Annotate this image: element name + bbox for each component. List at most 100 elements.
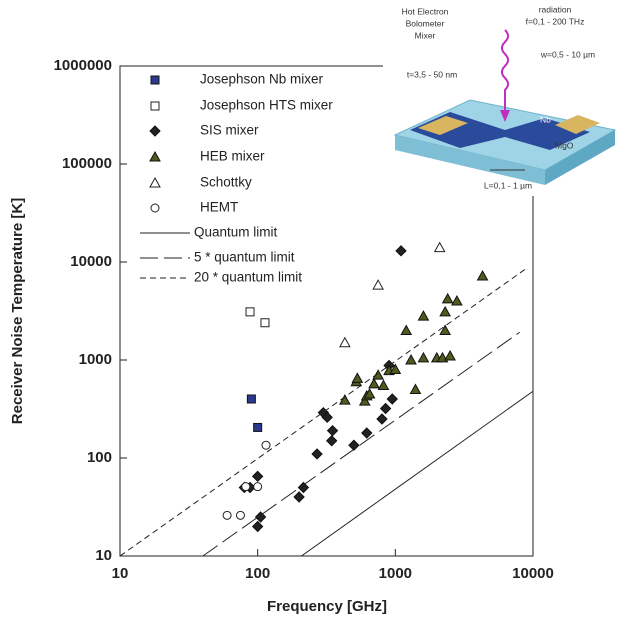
- marker-diamond: [348, 439, 360, 451]
- inset-substrate: MgO: [555, 140, 574, 150]
- marker-circle: [253, 482, 263, 492]
- legend-label: Schottky: [200, 175, 252, 190]
- radiation-arrow: [501, 29, 509, 110]
- marker-triangle: [417, 351, 430, 363]
- legend-label: SIS mixer: [200, 123, 259, 138]
- marker-diamond: [379, 402, 392, 415]
- x-tick-label: 10000: [512, 565, 554, 582]
- legend-label: Josephson HTS mixer: [200, 98, 333, 113]
- marker-diamond: [325, 435, 338, 447]
- marker-square: [260, 318, 270, 328]
- legend-entry: Josephson Nb mixer: [150, 72, 324, 87]
- marker-triangle: [439, 324, 451, 335]
- substrate-front: [545, 130, 615, 185]
- legend-entry: 20 * quantum limit: [140, 270, 302, 285]
- arrow-head: [500, 110, 510, 122]
- marker-triangle: [405, 353, 417, 365]
- marker-triangle: [441, 292, 454, 304]
- legend-label: 20 * quantum limit: [194, 270, 302, 285]
- marker-triangle: [372, 279, 384, 290]
- marker-triangle: [433, 241, 446, 253]
- marker-diamond: [326, 424, 339, 437]
- x-axis-label: Frequency [GHz]: [267, 598, 387, 615]
- reference-line: [202, 331, 520, 557]
- legend-label: HEB mixer: [200, 149, 265, 164]
- marker-triangle: [389, 363, 402, 374]
- marker-triangle: [363, 387, 376, 399]
- legend-entry: HEMT: [150, 200, 238, 215]
- inset-title: Mixer: [415, 30, 436, 40]
- marker-square: [253, 422, 263, 432]
- legend-entry: Schottky: [149, 175, 252, 190]
- marker-triangle: [372, 369, 384, 380]
- marker-triangle: [409, 383, 422, 395]
- marker-triangle: [149, 150, 161, 162]
- inset-film: Nb: [540, 114, 551, 124]
- legend-entry: Quantum limit: [140, 225, 278, 240]
- marker-diamond: [149, 125, 161, 137]
- marker-triangle: [351, 372, 364, 383]
- marker-diamond: [395, 245, 407, 257]
- marker-triangle: [149, 176, 161, 188]
- y-tick-label: 10: [95, 547, 112, 564]
- legend-label: 5 * quantum limit: [194, 250, 295, 265]
- marker-diamond: [251, 520, 264, 533]
- y-tick-label: 10000: [70, 253, 112, 270]
- y-tick-label: 1000: [79, 351, 112, 368]
- y-tick-label: 1000000: [54, 57, 112, 74]
- legend-entry: Josephson HTS mixer: [150, 98, 333, 113]
- inset-radiation: f=0,1 - 200 THz: [526, 16, 585, 26]
- inset-width: w=0,5 - 10 µm: [540, 49, 595, 59]
- marker-circle: [241, 482, 251, 492]
- inset-thickness: t=3,5 - 50 nm: [407, 69, 457, 79]
- inset-title: Bolometer: [406, 18, 445, 28]
- plot-marks: 10 100 1000 10000 10 100 1000 10000 100000 100000…: [54, 57, 554, 582]
- marker-triangle: [400, 324, 413, 335]
- x-tick-label: 1000: [379, 565, 412, 582]
- marker-triangle: [439, 305, 451, 317]
- marker-diamond: [321, 411, 333, 424]
- marker-triangle: [339, 336, 351, 348]
- marker-circle: [235, 510, 245, 520]
- marker-triangle: [377, 379, 390, 390]
- marker-diamond: [386, 393, 398, 405]
- legend-label: HEMT: [200, 200, 238, 215]
- x-tick-label: 10: [112, 565, 129, 582]
- inset-radiation: radiation: [539, 4, 572, 14]
- marker-diamond: [361, 427, 373, 439]
- legend-entry: SIS mixer: [149, 123, 259, 138]
- marker-diamond: [297, 481, 310, 494]
- marker-diamond: [376, 413, 388, 425]
- marker-triangle: [476, 269, 489, 281]
- marker-triangle: [444, 349, 456, 361]
- legend-label: Quantum limit: [194, 225, 278, 240]
- y-tick-label: 100: [87, 449, 112, 466]
- reference-line: [119, 267, 527, 557]
- legend-entry: 5 * quantum limit: [140, 250, 295, 265]
- inset-title: Hot Electron: [402, 6, 449, 16]
- marker-triangle: [368, 377, 380, 389]
- marker-square: [150, 101, 160, 111]
- marker-diamond: [254, 511, 267, 523]
- x-tick-label: 100: [245, 565, 270, 582]
- pad-right: [555, 115, 600, 134]
- marker-diamond: [293, 491, 305, 503]
- marker-diamond: [311, 448, 323, 460]
- marker-circle: [261, 440, 271, 450]
- marker-triangle: [451, 294, 463, 306]
- y-axis-label: Receiver Noise Temperature [K]: [9, 198, 26, 424]
- inset-length: L=0,1 - 1 µm: [484, 180, 532, 190]
- substrate-side: [395, 135, 545, 185]
- inset-illustration: Hot Electron Bolometer Mixer radiation f…: [383, 0, 621, 196]
- marker-triangle: [339, 394, 351, 405]
- marker-square: [246, 394, 256, 404]
- pad-left: [418, 116, 468, 135]
- marker-circle: [222, 510, 232, 520]
- marker-square: [150, 75, 160, 85]
- legend-label: Josephson Nb mixer: [200, 72, 324, 87]
- marker-circle: [150, 203, 160, 213]
- reference-line: [301, 390, 534, 557]
- marker-triangle: [358, 395, 371, 406]
- y-tick-label: 100000: [62, 155, 112, 172]
